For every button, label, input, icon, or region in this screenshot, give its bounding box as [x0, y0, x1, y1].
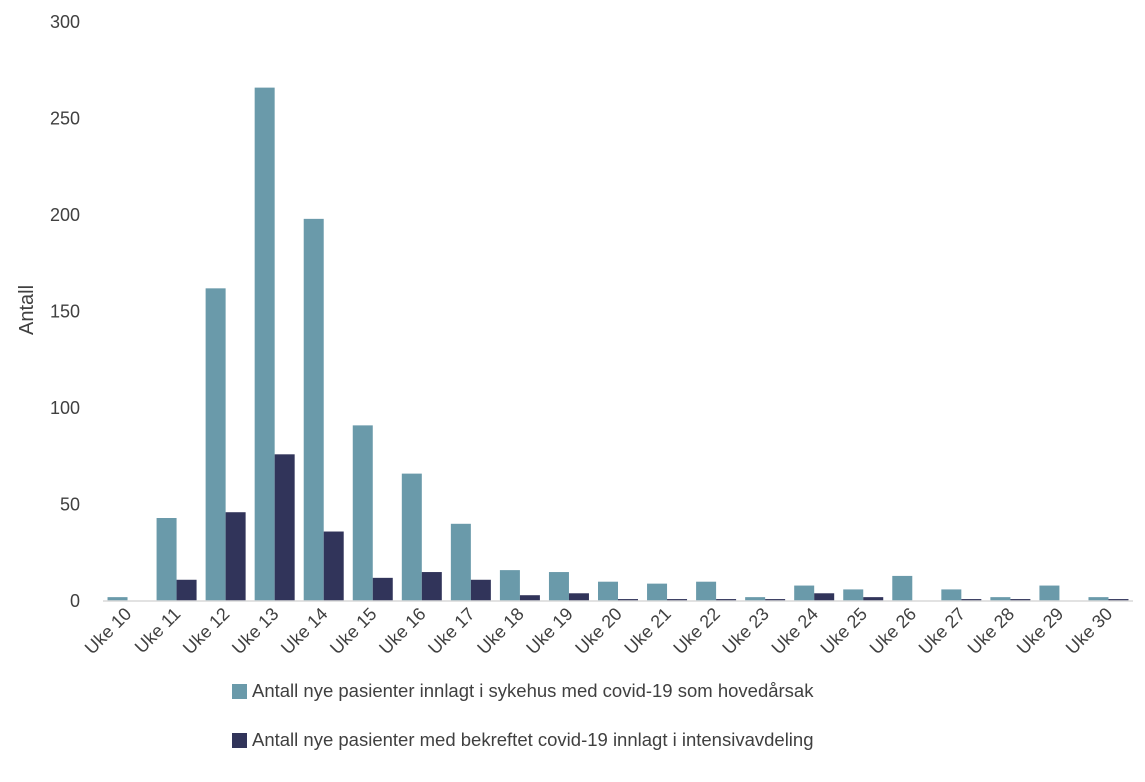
bar-hospital-uke-17: [450, 523, 471, 601]
bar-icu-uke-24: [814, 593, 835, 601]
y-axis-ticks: 0 50 100 150 200 250 300: [50, 12, 80, 611]
bar-icu-uke-22: [716, 599, 737, 601]
bar-hospital-uke-12: [205, 288, 226, 601]
y-tick-label: 0: [70, 591, 80, 611]
bar-icu-uke-11: [176, 579, 197, 601]
y-tick-label: 250: [50, 109, 80, 129]
legend-item-icu: Antall nye pasienter med bekreftet covid…: [232, 727, 814, 753]
bar-hospital-uke-27: [941, 589, 962, 601]
bar-icu-uke-15: [372, 577, 393, 601]
bar-hospital-uke-30: [1088, 597, 1109, 601]
x-tick-label: Uke 28: [964, 604, 1018, 658]
bar-icu-uke-12: [225, 512, 246, 601]
bar-hospital-uke-16: [401, 473, 422, 601]
y-axis-title: Antall: [16, 285, 38, 335]
bar-hospital-uke-21: [647, 583, 668, 601]
bar-icu-uke-19: [568, 593, 589, 601]
x-tick-label: Uke 17: [424, 604, 478, 658]
x-tick-label: Uke 10: [81, 604, 135, 658]
bar-hospital-uke-20: [598, 581, 618, 601]
bar-hospital-uke-29: [1039, 585, 1060, 601]
x-tick-label: Uke 14: [277, 604, 331, 658]
bar-hospital-uke-25: [843, 589, 864, 601]
legend-swatch-hospital: [232, 683, 247, 699]
legend-item-hospital: Antall nye pasienter innlagt i sykehus m…: [232, 678, 814, 704]
bar-icu-uke-25: [863, 597, 884, 601]
bar-hospital-uke-26: [892, 575, 913, 601]
bar-icu-uke-18: [519, 595, 540, 601]
bar-hospital-uke-10: [107, 597, 128, 601]
x-tick-label: Uke 16: [375, 604, 429, 658]
bar-hospital-uke-14: [303, 218, 324, 602]
legend-swatch-icu: [232, 732, 247, 748]
legend: Antall nye pasienter innlagt i sykehus m…: [232, 678, 814, 776]
bar-icu-uke-23: [765, 599, 786, 601]
bar-icu-uke-27: [961, 599, 982, 601]
x-tick-label: Uke 20: [571, 604, 625, 658]
y-tick-label: 200: [50, 205, 80, 225]
bar-hospital-uke-22: [696, 581, 717, 601]
bar-icu-uke-20: [618, 599, 638, 601]
y-tick-label: 50: [60, 495, 80, 515]
y-tick-label: 300: [50, 12, 80, 32]
x-tick-label: Uke 29: [1013, 604, 1067, 658]
x-tick-label: Uke 23: [718, 604, 772, 658]
x-tick-label: Uke 21: [620, 604, 674, 658]
x-tick-label: Uke 12: [179, 604, 233, 658]
bar-hospital-uke-23: [745, 597, 766, 601]
bar-icu-uke-17: [470, 579, 491, 601]
bar-hospital-uke-18: [499, 570, 520, 601]
bar-hospital-uke-24: [794, 585, 815, 601]
legend-label-icu: Antall nye pasienter med bekreftet covid…: [252, 729, 814, 750]
x-tick-label: Uke 15: [326, 604, 380, 658]
bar-icu-uke-14: [323, 531, 344, 601]
x-tick-label: Uke 26: [866, 604, 920, 658]
bar-hospital-uke-28: [990, 597, 1011, 601]
x-tick-label: Uke 27: [915, 604, 969, 658]
y-tick-label: 100: [50, 398, 80, 418]
y-tick-label: 150: [50, 302, 80, 322]
legend-label-hospital: Antall nye pasienter innlagt i sykehus m…: [252, 680, 814, 701]
bar-hospital-uke-15: [352, 425, 373, 601]
bar-hospital-uke-13: [254, 87, 275, 602]
x-tick-label: Uke 13: [228, 604, 282, 658]
bar-icu-uke-21: [667, 599, 688, 601]
bar-icu-uke-16: [421, 572, 442, 601]
bars: [107, 87, 1129, 602]
x-tick-label: Uke 19: [522, 604, 576, 658]
x-tick-label: Uke 18: [473, 604, 527, 658]
x-tick-label: Uke 25: [817, 604, 871, 658]
bar-icu-uke-13: [274, 454, 295, 601]
x-tick-label: Uke 30: [1062, 604, 1116, 658]
bar-icu-uke-30: [1108, 599, 1129, 601]
bar-hospital-uke-11: [156, 518, 177, 601]
x-tick-label: Uke 24: [768, 604, 822, 658]
bar-icu-uke-28: [1010, 599, 1031, 601]
x-tick-label: Uke 22: [669, 604, 723, 658]
bar-hospital-uke-19: [548, 572, 569, 601]
x-tick-label: Uke 11: [131, 604, 185, 658]
